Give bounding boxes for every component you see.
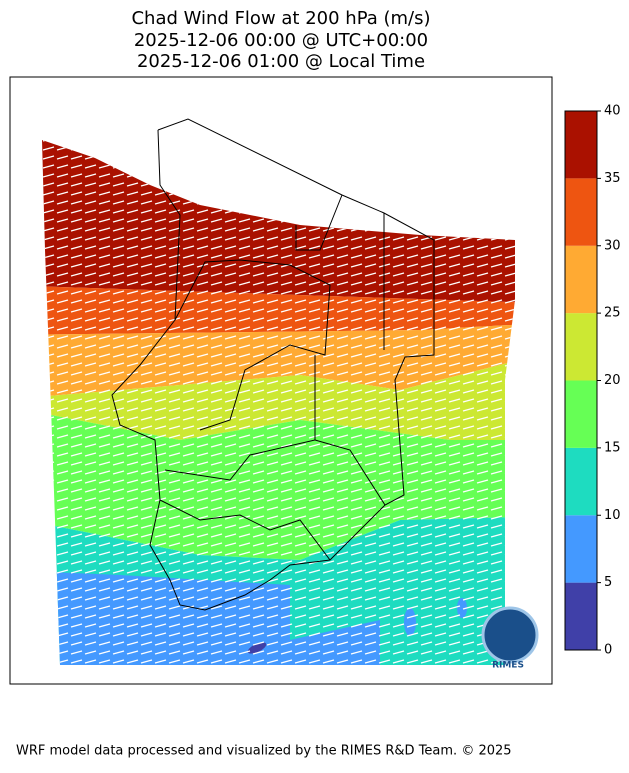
colorbar-tick-label: 0 <box>604 643 612 658</box>
colorbar-tick-label: 35 <box>604 171 621 186</box>
colorbar-segment <box>565 245 597 314</box>
colorbar-tick-label: 15 <box>604 440 621 455</box>
colorbar-segment <box>565 582 597 650</box>
title-line: Chad Wind Flow at 200 hPa (m/s) <box>131 8 430 29</box>
footer: WRF model data processed and visualized … <box>16 744 512 759</box>
logo-text: RIMES <box>492 661 524 671</box>
colorbar-segment <box>565 380 597 448</box>
colorbar-segment <box>565 178 597 246</box>
title-line: 2025-12-06 00:00 @ UTC+00:00 <box>134 30 428 51</box>
logo: RIMES <box>481 606 539 671</box>
colorbar-tick-label: 30 <box>604 238 621 253</box>
colorbar-tick-label: 40 <box>604 104 621 119</box>
colorbar-segment <box>565 313 597 381</box>
colorbar-tick-label: 25 <box>604 306 621 321</box>
colorbar-segment <box>565 447 597 516</box>
colorbar-segment <box>565 515 597 583</box>
map-frame <box>9 76 553 685</box>
colorbar-tick-label: 5 <box>604 575 612 590</box>
colorbar-tick-label: 20 <box>604 373 621 388</box>
colorbar: 0 5 10 15 20 25 30 35 40 <box>564 104 621 658</box>
colorbar-tick-label: 10 <box>604 508 621 523</box>
title-line: 2025-12-06 01:00 @ Local Time <box>137 51 425 72</box>
colorbar-segment <box>565 111 597 179</box>
borders <box>111 118 435 611</box>
